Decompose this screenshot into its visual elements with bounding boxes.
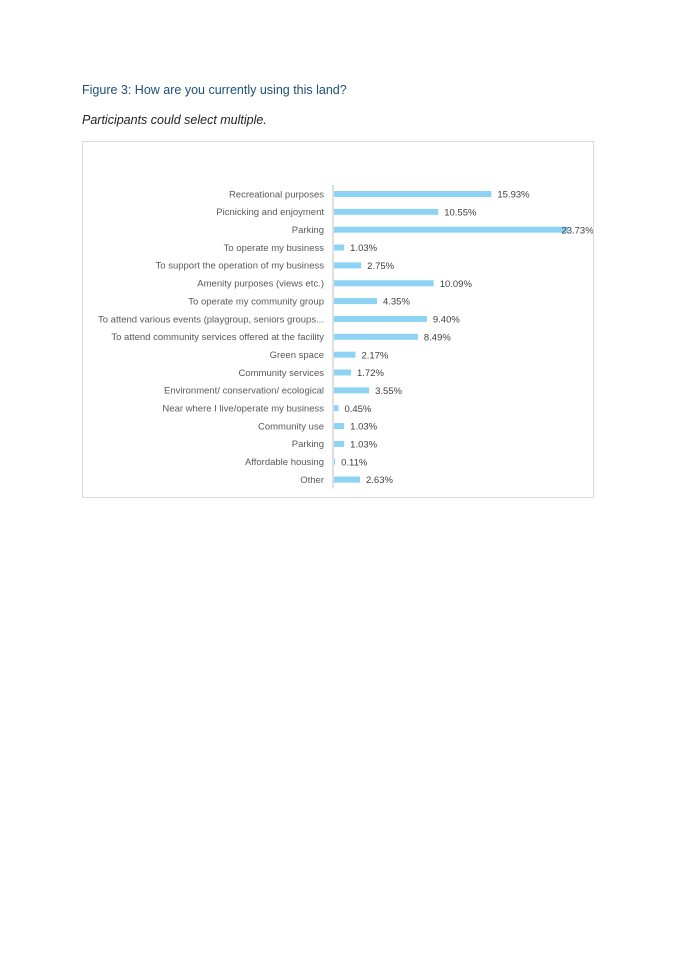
bar bbox=[334, 280, 434, 287]
category-label: Parking bbox=[292, 225, 324, 236]
category-label: Community use bbox=[258, 421, 324, 432]
bar bbox=[334, 369, 351, 376]
bar bbox=[334, 226, 569, 233]
bar bbox=[334, 244, 345, 251]
category-label: Green space bbox=[270, 350, 324, 361]
bar bbox=[334, 423, 345, 430]
category-label: To support the operation of my business bbox=[156, 261, 325, 272]
category-label: Affordable housing bbox=[245, 457, 324, 468]
category-label: Amenity purposes (views etc.) bbox=[197, 279, 324, 290]
bar bbox=[334, 208, 439, 215]
category-label: To attend various events (playgroup, sen… bbox=[98, 314, 324, 325]
category-label: Other bbox=[300, 475, 324, 486]
category-label: Parking bbox=[292, 439, 324, 450]
bar bbox=[334, 387, 370, 394]
value-label: 2.75% bbox=[367, 261, 394, 272]
bar bbox=[334, 351, 356, 358]
category-label: To attend community services offered at … bbox=[111, 332, 324, 343]
category-label: Recreational purposes bbox=[229, 189, 324, 200]
value-label: 1.03% bbox=[350, 243, 377, 254]
bar bbox=[334, 191, 492, 197]
bar bbox=[334, 298, 377, 305]
value-label: 1.03% bbox=[350, 440, 377, 451]
bar bbox=[334, 458, 336, 465]
bar bbox=[334, 333, 418, 340]
value-label: 4.35% bbox=[383, 297, 410, 308]
figure-title: Figure 3: How are you currently using th… bbox=[82, 83, 347, 97]
value-label: 2.17% bbox=[361, 350, 388, 361]
value-label: 1.72% bbox=[357, 368, 384, 379]
category-label: Community services bbox=[238, 368, 324, 379]
value-label: 8.49% bbox=[424, 332, 451, 343]
value-label: 0.11% bbox=[341, 457, 368, 468]
bar bbox=[334, 262, 362, 269]
bar bbox=[334, 405, 339, 412]
value-label: 0.45% bbox=[344, 404, 371, 415]
figure-subtitle: Participants could select multiple. bbox=[82, 113, 267, 127]
bar-chart: Recreational purposes 15.93% Picnicking an… bbox=[98, 185, 593, 489]
value-label: 23.73% bbox=[561, 225, 593, 236]
value-label: 2.63% bbox=[366, 475, 393, 486]
category-label: Near where I live/operate my business bbox=[162, 404, 324, 415]
category-label: Environment/ conservation/ ecological bbox=[164, 386, 324, 397]
value-label: 9.40% bbox=[433, 315, 460, 326]
value-label: 3.55% bbox=[375, 386, 402, 397]
chart-container: Recreational purposes 15.93% Picnicking an… bbox=[82, 141, 594, 498]
value-label: 1.03% bbox=[350, 422, 377, 433]
bar bbox=[334, 440, 345, 447]
category-label: To operate my community group bbox=[188, 296, 324, 307]
value-label: 10.09% bbox=[440, 279, 473, 290]
value-label: 10.55% bbox=[444, 207, 477, 218]
category-label: To operate my business bbox=[224, 243, 325, 254]
bar bbox=[334, 315, 427, 322]
bar bbox=[334, 476, 360, 483]
category-label: Picnicking and enjoyment bbox=[216, 207, 324, 218]
value-label: 15.93% bbox=[497, 190, 530, 201]
